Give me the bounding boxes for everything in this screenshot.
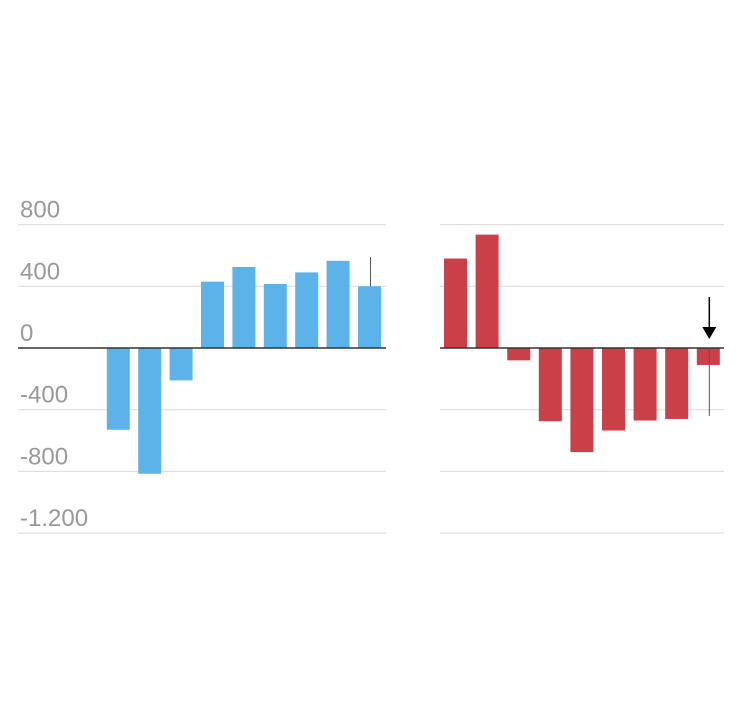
bar [570,348,594,453]
y-tick-label: 400 [20,258,60,285]
right-bar-chart [440,224,724,534]
down-arrow-icon [702,297,717,339]
bar [358,286,381,348]
bar [507,348,531,361]
bar [475,234,499,348]
bar [106,348,130,430]
bar [444,258,467,348]
bar [633,348,657,421]
bar [295,272,319,348]
y-tick-label: -800 [20,443,68,470]
y-tick-label: 0 [20,320,33,347]
bar [201,281,224,348]
bar [263,283,287,348]
bar [602,348,625,431]
bar [169,348,193,381]
y-tick-label: -400 [20,382,68,409]
bar [696,348,720,365]
bar [138,348,162,474]
bar [538,348,562,422]
bar [232,267,256,348]
y-tick-label: 800 [20,197,60,224]
bar [326,260,350,348]
bar [665,348,689,419]
left-bar-chart: 800 400 0 -400 -800 -1.200 [18,197,386,534]
y-tick-label: -1.200 [20,505,88,532]
